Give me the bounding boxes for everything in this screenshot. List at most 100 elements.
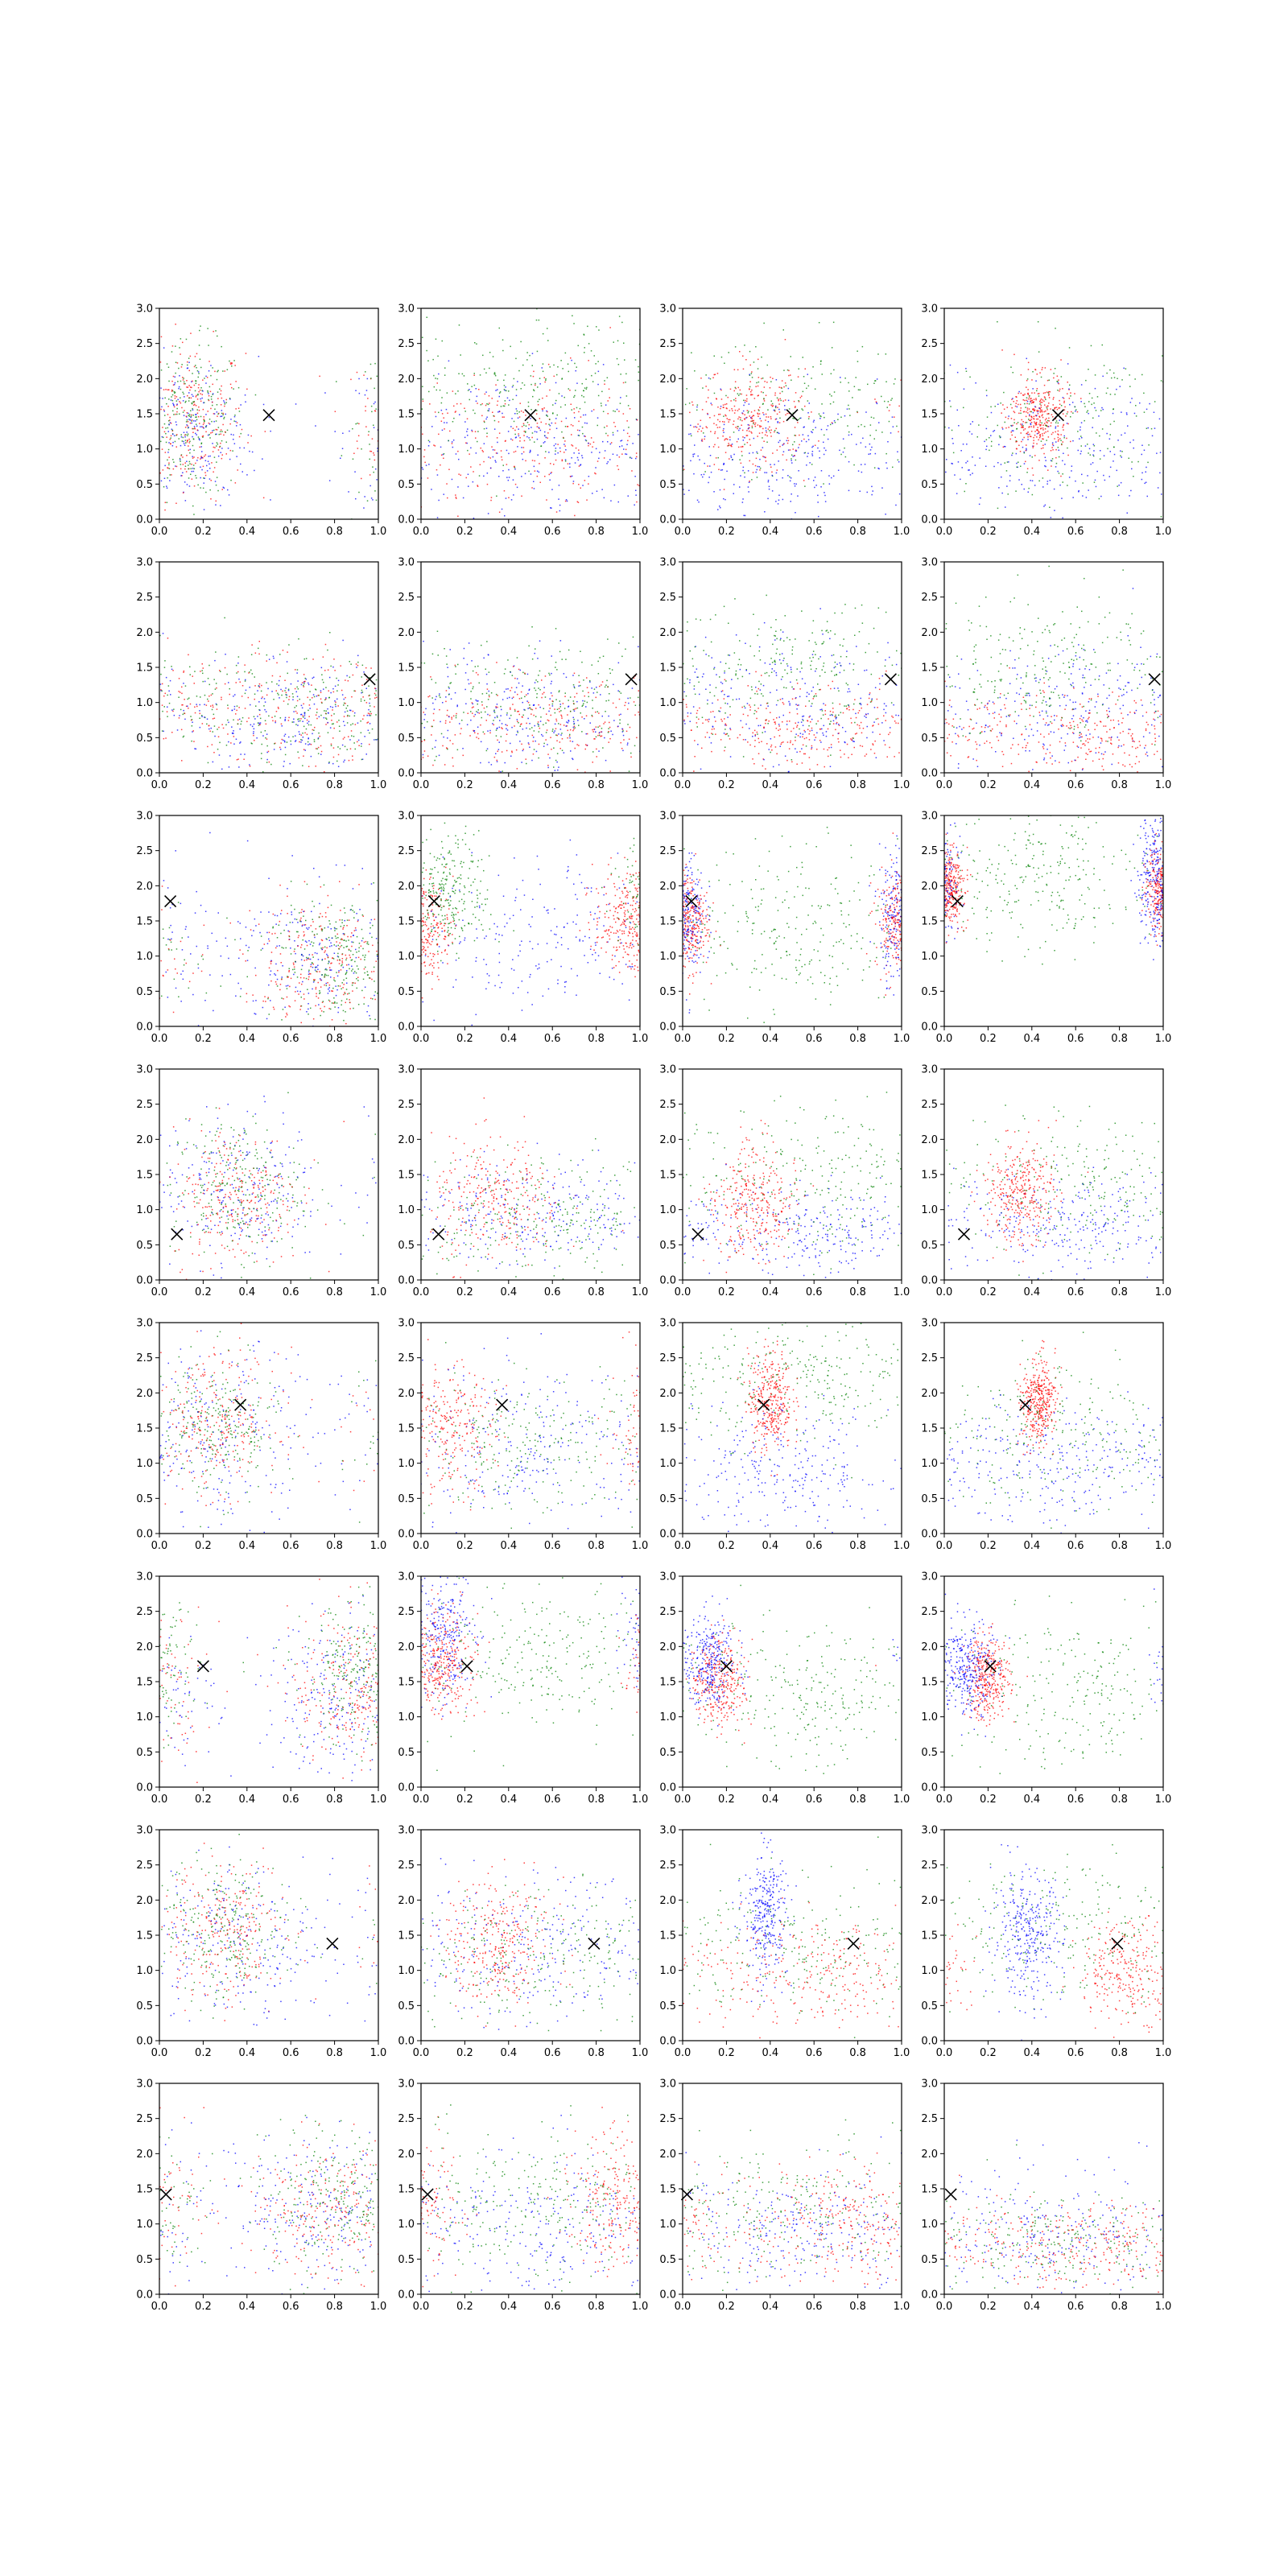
scatter-point	[528, 470, 530, 473]
scatter-point	[504, 668, 506, 670]
scatter-point	[186, 386, 188, 388]
scatter-point	[212, 731, 213, 733]
scatter-point	[1059, 438, 1061, 440]
scatter-point	[1113, 453, 1116, 456]
scatter-point	[506, 397, 509, 399]
scatter-point	[327, 721, 328, 724]
scatter-point	[621, 728, 623, 730]
scatter-point	[448, 686, 450, 688]
scatter-point	[521, 447, 522, 448]
scatter-point	[191, 719, 193, 720]
scatter-point	[1003, 408, 1005, 410]
scatter-point	[279, 746, 281, 749]
scatter-point	[782, 659, 784, 662]
scatter-point	[496, 759, 497, 762]
scatter-point	[203, 422, 205, 424]
scatter-point	[315, 689, 317, 691]
scatter-point	[617, 464, 618, 467]
scatter-point	[175, 396, 178, 398]
y-tick-label: 2.5	[136, 338, 153, 350]
scatter-point	[513, 494, 514, 496]
scatter-point	[734, 386, 737, 389]
scatter-point	[506, 728, 507, 729]
scatter-point	[597, 424, 598, 427]
scatter-point	[1034, 485, 1036, 486]
scatter-point	[372, 499, 374, 501]
scatter-point	[706, 732, 708, 733]
scatter-point	[1036, 388, 1038, 390]
scatter-point	[210, 374, 212, 377]
scatter-point	[1041, 422, 1042, 424]
scatter-point	[625, 453, 628, 456]
scatter-point	[442, 453, 444, 456]
scatter-point	[759, 425, 761, 427]
scatter-point	[308, 720, 310, 723]
scatter-point	[508, 404, 510, 406]
scatter-point	[840, 453, 842, 456]
scatter-point	[504, 515, 506, 517]
scatter-point	[598, 712, 600, 714]
scatter-point	[1157, 487, 1159, 489]
scatter-point	[844, 415, 846, 417]
scatter-point	[221, 768, 223, 770]
scatter-point	[206, 470, 208, 472]
scatter-point	[374, 401, 376, 403]
scatter-point	[1109, 394, 1112, 395]
scatter-point	[357, 654, 359, 657]
scatter-point	[200, 442, 203, 444]
scatter-point	[1084, 402, 1085, 405]
scatter-point	[572, 758, 574, 761]
scatter-point	[527, 701, 530, 704]
scatter-point	[503, 385, 506, 386]
scatter-point	[750, 417, 752, 419]
x-tick-label: 1.0	[370, 526, 387, 538]
scatter-point	[744, 414, 745, 415]
scatter-point	[167, 389, 169, 390]
scatter-point	[307, 722, 308, 724]
scatter-point	[230, 363, 232, 365]
scatter-point	[762, 391, 764, 394]
scatter-point	[350, 378, 352, 381]
scatter-point	[303, 674, 305, 675]
scatter-point	[501, 751, 503, 753]
scatter-point	[833, 420, 836, 422]
scatter-point	[439, 693, 440, 695]
scatter-point	[233, 443, 236, 444]
scatter-point	[506, 714, 508, 716]
scatter-point	[1141, 453, 1142, 456]
scatter-point	[377, 450, 378, 452]
scatter-point	[436, 517, 439, 518]
scatter-point	[446, 747, 448, 749]
scatter-point	[376, 375, 378, 378]
scatter-point	[259, 717, 262, 720]
scatter-point	[547, 415, 548, 417]
scatter-point	[1117, 485, 1118, 487]
scatter-point	[205, 414, 207, 415]
scatter-point	[683, 699, 684, 700]
scatter-point	[565, 449, 567, 451]
scatter-point	[1145, 471, 1146, 473]
scatter-point	[346, 722, 349, 724]
scatter-point	[526, 694, 527, 696]
scatter-point	[516, 486, 518, 489]
scatter-point	[742, 410, 745, 412]
scatter-point	[1006, 485, 1008, 487]
scatter-point	[749, 744, 751, 746]
scatter-point	[212, 761, 214, 763]
scatter-point	[604, 721, 606, 723]
scatter-point	[163, 431, 166, 433]
scatter-point	[194, 427, 196, 429]
scatter-point	[972, 473, 973, 474]
scatter-point	[190, 416, 192, 419]
scatter-point	[374, 410, 377, 412]
scatter-point	[559, 650, 561, 653]
scatter-point	[489, 732, 491, 734]
scatter-point	[723, 463, 725, 465]
scatter-point	[360, 732, 362, 733]
scatter-point	[352, 427, 353, 430]
scatter-point	[308, 737, 309, 740]
scatter-point	[626, 420, 628, 422]
scatter-point	[316, 708, 318, 710]
scatter-point	[618, 714, 621, 716]
scatter-point	[1034, 431, 1036, 432]
